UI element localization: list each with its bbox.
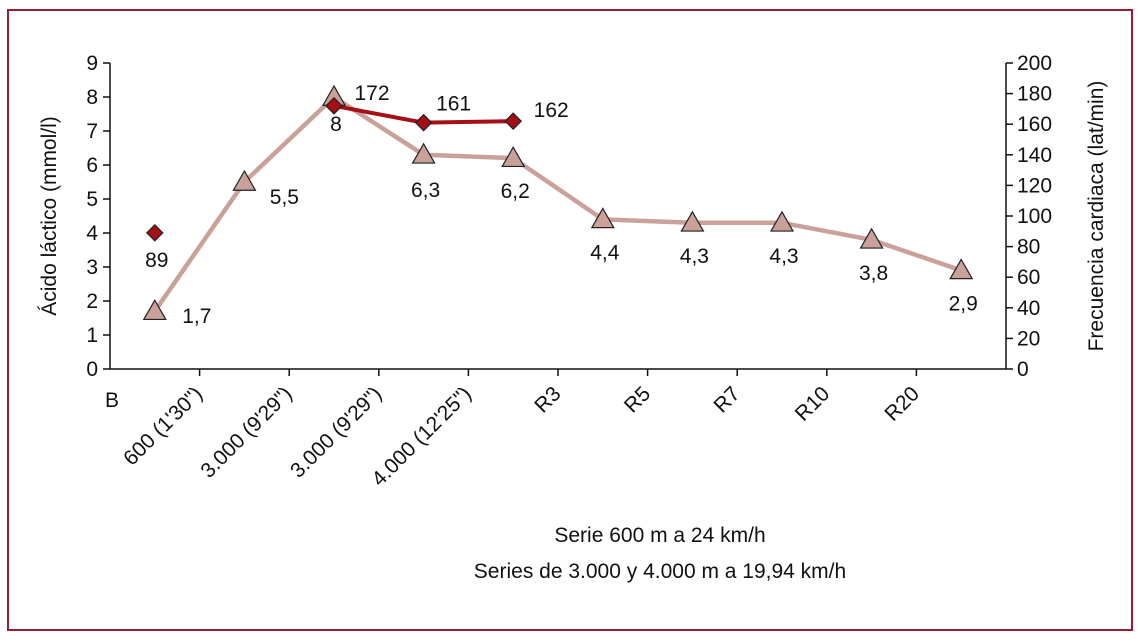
y-right-tick-label: 80 <box>1017 236 1040 259</box>
lactate-point <box>769 210 795 232</box>
lactate-data-label: 4,3 <box>769 245 798 268</box>
y-right-axis-title: Frecuencia cardiaca (lat/min) <box>1085 81 1108 352</box>
heart-rate-point <box>325 96 343 115</box>
y-right-tick-label: 100 <box>1017 205 1052 228</box>
lactate-point <box>680 210 705 232</box>
y-right-tick-label: 200 <box>1017 52 1052 75</box>
lactate-point <box>232 169 257 191</box>
lactate-data-label: 4,3 <box>680 245 709 268</box>
lactate-data-label: 3,8 <box>859 262 888 285</box>
lactate-point <box>501 145 526 168</box>
y-right-tick-label: 140 <box>1017 144 1052 167</box>
x-tick-label: R5 <box>620 382 655 417</box>
x-tick-label: R10 <box>791 382 835 426</box>
y-right-tick-label: 120 <box>1017 174 1052 197</box>
y-left-tick-label: 5 <box>86 188 98 211</box>
heart-rate-point <box>414 113 433 132</box>
lactate-point <box>142 298 167 321</box>
x-tick-label: R20 <box>880 382 924 426</box>
lactate-point <box>949 258 974 280</box>
lactate-data-label: 1,7 <box>182 305 211 328</box>
heart-rate-point <box>145 223 164 242</box>
heart-rate-data-label: 172 <box>354 82 389 105</box>
y-right-tick-label: 160 <box>1017 113 1052 136</box>
y-right-tick-label: 60 <box>1017 266 1040 289</box>
heart-rate-point <box>504 112 523 130</box>
y-left-tick-label: 3 <box>86 256 98 279</box>
lactate-point <box>411 142 436 164</box>
y-right-tick-label: 40 <box>1017 297 1040 320</box>
heart-rate-data-label: 89 <box>145 249 168 272</box>
y-left-tick-label: 2 <box>86 290 98 313</box>
y-left-tick-label: 9 <box>86 52 98 75</box>
heart-rate-data-label: 162 <box>534 99 569 122</box>
y-left-tick-label: 4 <box>86 222 98 245</box>
lactate-data-label: 2,9 <box>949 292 978 315</box>
y-left-tick-label: 0 <box>86 358 98 381</box>
x-tick-label: R3 <box>530 382 565 417</box>
x-tick-label: 3.000 (9'29") <box>286 382 386 482</box>
y-left-axis-title: Ácido láctico (mmol/l) <box>38 116 61 316</box>
lactate-data-label: 4,4 <box>590 241 620 264</box>
lactate-line <box>152 94 962 313</box>
figure-frame <box>7 9 1133 631</box>
x-tick-label: 600 (1'30") <box>119 382 207 470</box>
x-tick-label: 3.000 (9'29") <box>196 382 296 482</box>
caption-line: Series de 3.000 y 4.000 m a 19,94 km/h <box>474 560 846 583</box>
y-left-tick-label: 6 <box>86 154 98 177</box>
lactate-data-label: 8 <box>330 113 342 136</box>
x-tick-label: B <box>105 389 119 412</box>
heart-rate-data-label: 161 <box>436 93 471 116</box>
lactate-point <box>590 207 615 229</box>
y-left-tick-label: 8 <box>86 86 98 109</box>
lactate-data-label: 6,2 <box>501 180 530 203</box>
lactate-data-label: 5,5 <box>270 186 299 209</box>
x-tick-label: R7 <box>709 382 744 417</box>
lactate-point <box>859 227 884 249</box>
y-left-tick-label: 1 <box>86 324 98 347</box>
y-right-tick-label: 20 <box>1017 327 1040 350</box>
y-left-tick-label: 7 <box>86 120 98 143</box>
y-right-tick-label: 180 <box>1017 83 1052 106</box>
y-right-tick-label: 0 <box>1017 358 1029 381</box>
caption-line: Serie 600 m a 24 km/h <box>554 524 765 547</box>
lactate-data-label: 6,3 <box>411 179 440 202</box>
